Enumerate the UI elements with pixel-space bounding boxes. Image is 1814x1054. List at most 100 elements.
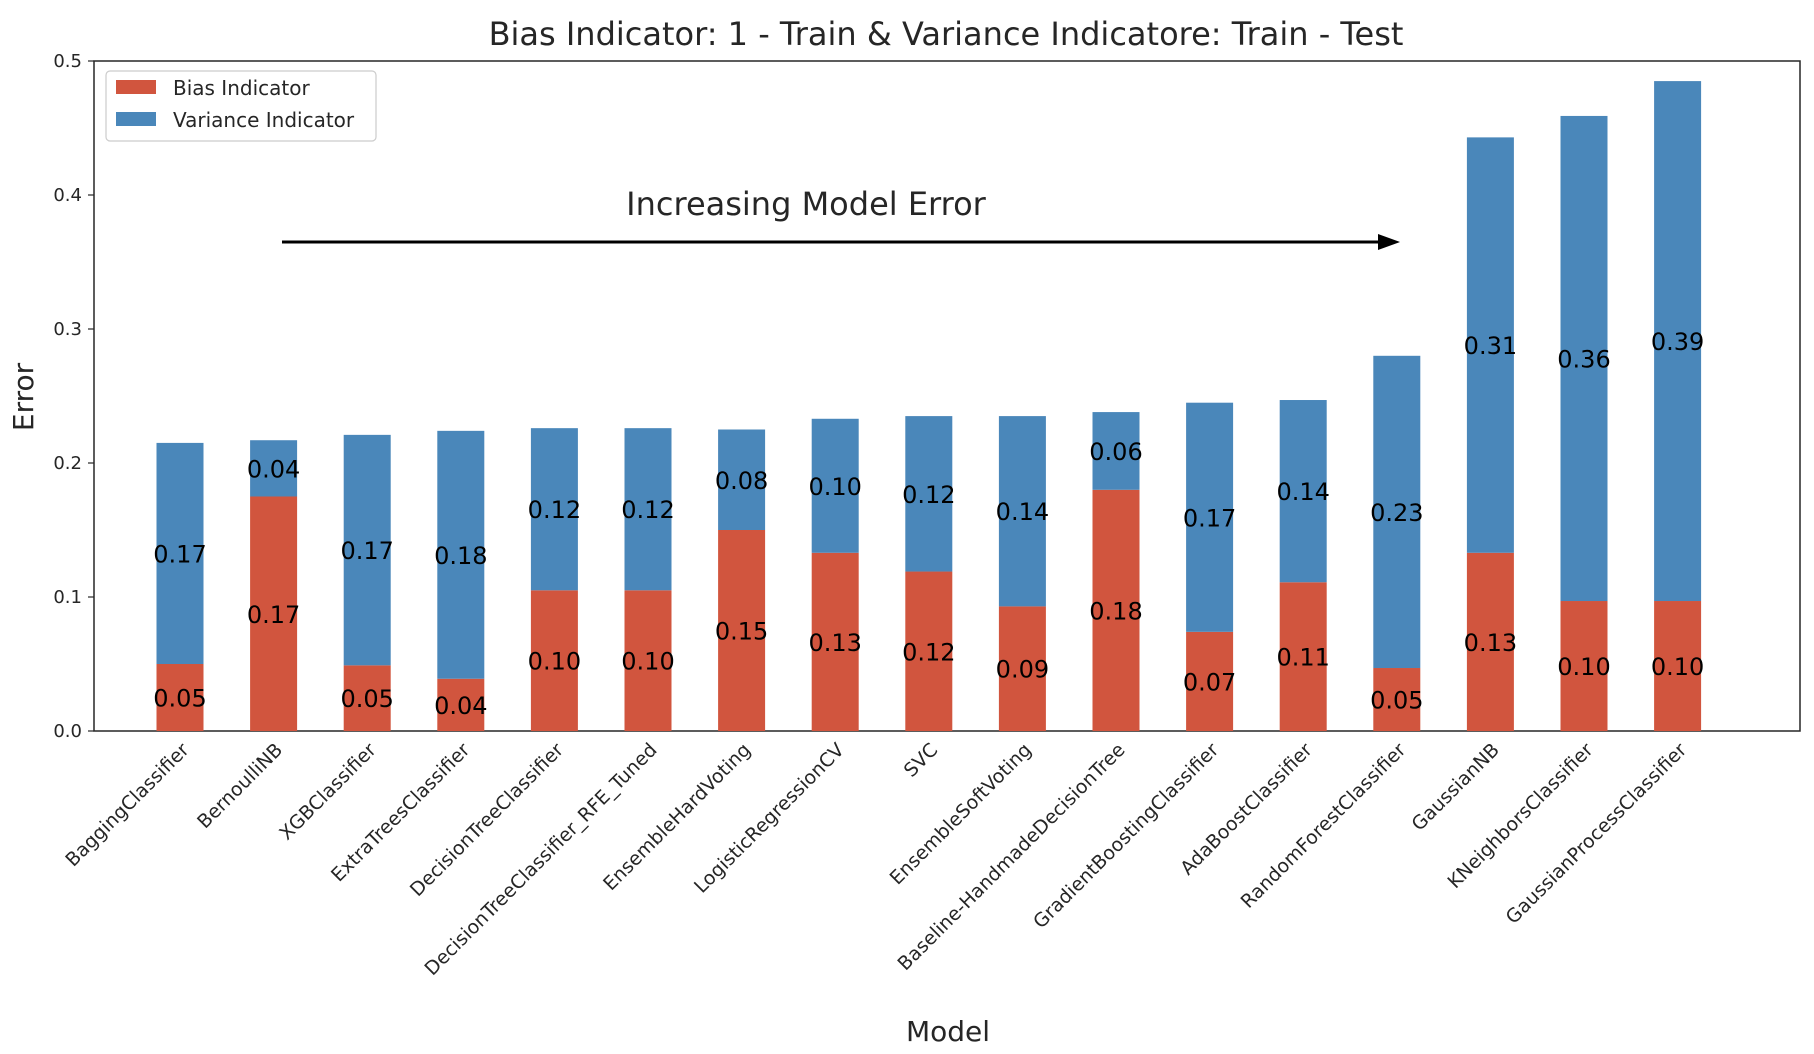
bar-variance bbox=[998, 416, 1046, 607]
bar-label-bias: 0.17 bbox=[247, 601, 300, 629]
legend-swatch-variance bbox=[116, 112, 156, 126]
bar-bias bbox=[624, 590, 672, 731]
legend-box bbox=[105, 70, 377, 142]
y-tick-label: 0.1 bbox=[53, 587, 82, 608]
bar-variance bbox=[905, 416, 953, 572]
x-tick-label: RandomForestClassifier bbox=[1237, 739, 1411, 913]
bar-labels-group: 0.05 0.17 0.17 0.04 0.05 0.17 0.04 0.18 0.10 0.12… bbox=[153, 328, 1704, 720]
annotation-arrow bbox=[282, 234, 1400, 250]
y-axis-label: Error bbox=[7, 362, 40, 431]
bar-variance bbox=[718, 429, 766, 530]
legend: Bias Indicator Variance Indicator bbox=[105, 70, 377, 142]
bar-variance bbox=[811, 418, 859, 553]
bar-variance bbox=[156, 442, 204, 664]
bar-label-bias: 0.09 bbox=[996, 656, 1049, 684]
bars-group bbox=[156, 81, 1702, 731]
x-tick-label: LogisticRegressionCV bbox=[690, 739, 849, 898]
bar-label-bias: 0.15 bbox=[715, 618, 768, 646]
bar-bias bbox=[1373, 668, 1421, 731]
bar-bias bbox=[1654, 601, 1702, 731]
annotation-text: Increasing Model Error bbox=[626, 185, 986, 223]
x-tick-label: BaggingClassifier bbox=[61, 739, 193, 871]
bar-bias bbox=[1279, 582, 1327, 731]
bar-variance bbox=[530, 428, 578, 591]
x-axis-tick-labels: BaggingClassifier BernoulliNBXGBClassifie… bbox=[61, 739, 1691, 980]
bar-label-variance: 0.17 bbox=[1183, 504, 1236, 532]
bar-label-bias: 0.05 bbox=[153, 685, 206, 713]
bar-label-bias: 0.18 bbox=[1089, 597, 1142, 625]
y-tick-label: 0.3 bbox=[53, 319, 82, 340]
bar-label-variance: 0.17 bbox=[340, 537, 393, 565]
bar-variance bbox=[1186, 402, 1234, 632]
bar-label-variance: 0.17 bbox=[153, 540, 206, 568]
bar-label-variance: 0.39 bbox=[1651, 328, 1704, 356]
bar-variance bbox=[1466, 137, 1514, 553]
bar-label-bias: 0.11 bbox=[1276, 644, 1329, 672]
bar-label-variance: 0.23 bbox=[1370, 499, 1423, 527]
bar-label-variance: 0.14 bbox=[1276, 478, 1329, 506]
x-tick-label: BernoulliNB bbox=[193, 739, 287, 833]
bar-bias bbox=[905, 571, 953, 731]
bar-label-variance: 0.08 bbox=[715, 467, 768, 495]
bar-label-variance: 0.18 bbox=[434, 542, 487, 570]
bar-variance bbox=[1654, 81, 1702, 602]
bar-variance bbox=[437, 430, 485, 679]
bar-label-variance: 0.12 bbox=[621, 496, 674, 524]
bar-bias bbox=[1466, 552, 1514, 731]
bar-bias bbox=[998, 606, 1046, 731]
bar-label-variance: 0.04 bbox=[247, 455, 300, 483]
bar-variance bbox=[343, 434, 391, 666]
bar-label-variance: 0.31 bbox=[1464, 332, 1517, 360]
bar-bias bbox=[156, 664, 204, 731]
bar-bias bbox=[250, 496, 298, 731]
bar-bias bbox=[530, 590, 578, 731]
bar-label-bias: 0.04 bbox=[434, 692, 487, 720]
x-tick-label: DecisionTreeClassifier bbox=[406, 739, 568, 901]
x-tick-label: SVC bbox=[900, 739, 943, 782]
bar-variance bbox=[1373, 355, 1421, 669]
bar-variance bbox=[1279, 400, 1327, 583]
bar-label-bias: 0.10 bbox=[528, 648, 581, 676]
bar-label-variance: 0.12 bbox=[902, 481, 955, 509]
y-tick-label: 0.5 bbox=[53, 51, 82, 72]
bar-label-bias: 0.05 bbox=[1370, 687, 1423, 715]
bar-bias bbox=[1560, 601, 1608, 731]
x-tick-label: GradientBoostingClassifier bbox=[1029, 739, 1223, 933]
bar-label-bias: 0.05 bbox=[340, 685, 393, 713]
bar-label-bias: 0.10 bbox=[1557, 653, 1610, 681]
bar-label-variance: 0.36 bbox=[1557, 345, 1610, 373]
bar-label-bias: 0.10 bbox=[621, 648, 674, 676]
bar-label-bias: 0.12 bbox=[902, 638, 955, 666]
bar-variance bbox=[1560, 115, 1608, 602]
bar-bias bbox=[437, 678, 485, 731]
bar-bias bbox=[718, 530, 766, 731]
bar-label-bias: 0.07 bbox=[1183, 668, 1236, 696]
bar-label-bias: 0.10 bbox=[1651, 653, 1704, 681]
x-tick-label: GaussianProcessClassifier bbox=[1502, 739, 1692, 929]
bar-variance bbox=[624, 428, 672, 591]
bar-variance bbox=[250, 440, 298, 497]
y-tick-label: 0.0 bbox=[53, 721, 82, 742]
bar-label-variance: 0.06 bbox=[1089, 438, 1142, 466]
bar-label-variance: 0.14 bbox=[996, 498, 1049, 526]
legend-label-variance: Variance Indicator bbox=[173, 108, 355, 132]
bar-label-variance: 0.12 bbox=[528, 496, 581, 524]
bar-bias bbox=[1186, 631, 1234, 731]
bar-label-variance: 0.10 bbox=[808, 473, 861, 501]
bar-label-bias: 0.13 bbox=[808, 629, 861, 657]
x-axis-label: Model bbox=[906, 1015, 990, 1048]
bar-bias bbox=[811, 552, 859, 731]
bar-bias bbox=[343, 665, 391, 731]
y-tick-label: 0.2 bbox=[53, 453, 82, 474]
chart-title: Bias Indicator: 1 - Train & Variance Ind… bbox=[489, 15, 1404, 53]
y-tick-label: 0.4 bbox=[53, 185, 82, 206]
legend-label-bias: Bias Indicator bbox=[173, 76, 310, 100]
x-tick-label: GaussianNB bbox=[1407, 739, 1503, 835]
x-tick-label: XGBClassifier bbox=[275, 739, 381, 845]
bar-label-bias: 0.13 bbox=[1464, 629, 1517, 657]
bar-variance bbox=[1092, 412, 1140, 490]
y-axis-ticks: 0.0 0.1 0.2 0.3 0.4 0.5 bbox=[53, 51, 94, 742]
legend-swatch-bias bbox=[116, 80, 156, 94]
bar-bias bbox=[1092, 489, 1140, 731]
